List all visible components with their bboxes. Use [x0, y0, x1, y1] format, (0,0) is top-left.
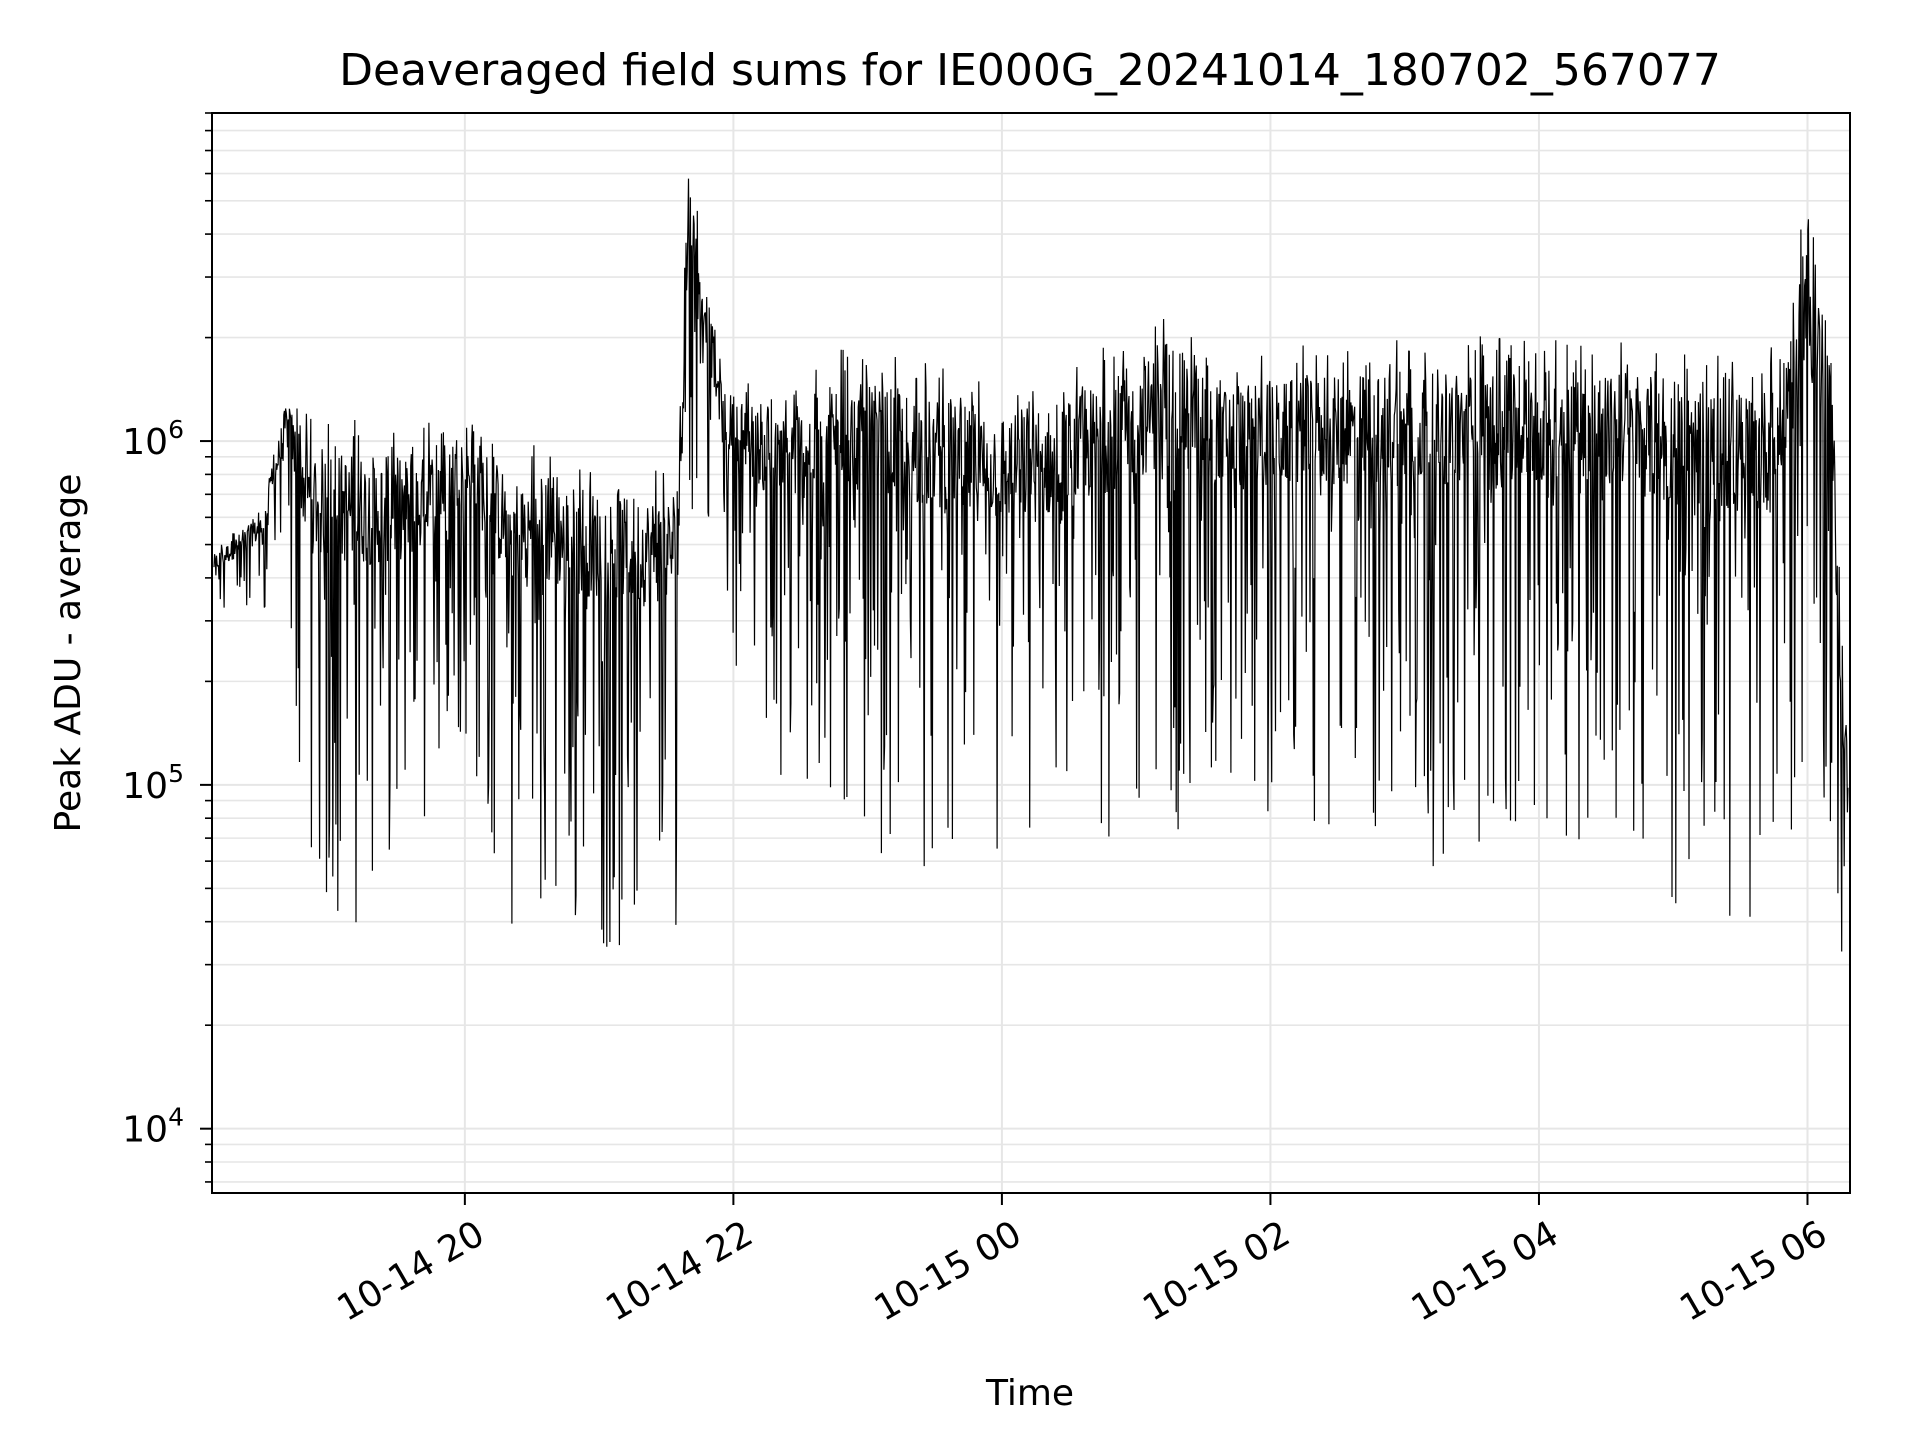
series-line [213, 178, 1849, 952]
y-axis-label: Peak ADU - average [48, 474, 89, 833]
grid [212, 112, 1850, 1193]
y-axis: 104 105 106 [122, 112, 212, 1183]
plot-frame [211, 112, 1851, 1194]
y-tick-label: 104 [122, 1103, 184, 1151]
chart-title: Deaveraged field sums for IE000G_2024101… [339, 45, 1721, 96]
y-tick-label: 106 [122, 415, 184, 463]
y-tick-label: 105 [122, 759, 184, 807]
x-axis-label: Time [985, 1373, 1074, 1414]
series-path [213, 178, 1849, 952]
